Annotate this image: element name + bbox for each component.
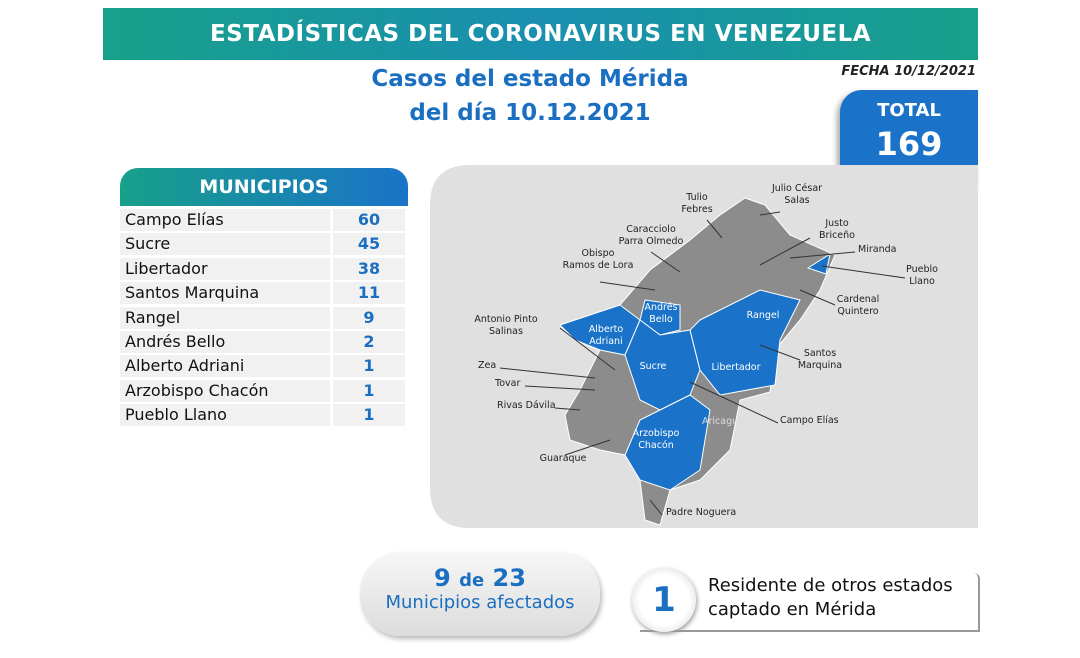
map-label: Santos	[804, 348, 836, 359]
cases: 1	[333, 379, 405, 402]
map-label: Libertador	[711, 362, 760, 373]
table-row: Campo Elías 60	[120, 209, 408, 231]
table-row: Rangel 9	[120, 306, 408, 329]
map-label: Salas	[784, 195, 809, 206]
municipality: Pueblo Llano	[120, 404, 330, 427]
affected-box: 9 de 23 Municipios afectados	[360, 552, 600, 636]
municipality: Andrés Bello	[120, 331, 330, 353]
map-label: Quintero	[837, 306, 878, 317]
map-label: Rivas Dávila	[497, 400, 556, 411]
residents-box	[640, 573, 980, 632]
residents-line: Residente de otros estados	[708, 575, 953, 596]
table-row: Santos Marquina 11	[120, 282, 408, 305]
date: FECHA 10/12/2021	[841, 64, 976, 79]
table-row: Libertador 38	[120, 257, 408, 280]
map-label: Obispo	[582, 248, 615, 259]
residents-line: captado en Mérida	[708, 599, 877, 620]
map-label: Pueblo	[906, 264, 938, 275]
affected-label: Municipios afectados	[385, 592, 575, 613]
map-label: Parra Olmedo	[619, 236, 684, 247]
map-label: Bello	[649, 314, 673, 325]
cases: 1	[333, 355, 405, 378]
subtitle: del día 10.12.2021	[409, 100, 651, 126]
municipality: Rangel	[120, 306, 330, 329]
map-label: Aricagua	[702, 416, 744, 427]
header-title: ESTADÍSTICAS DEL CORONAVIRUS EN VENEZUEL…	[103, 8, 978, 60]
municipality: Arzobispo Chacón	[120, 379, 330, 402]
municipality: Sucre	[120, 233, 330, 256]
cases: 45	[333, 233, 405, 256]
map-label: Padre Noguera	[666, 507, 736, 518]
total-value: 169	[875, 125, 943, 163]
affected-regions	[559, 252, 831, 491]
map-label: Febres	[681, 204, 712, 215]
subtitle: Casos del estado Mérida	[371, 66, 689, 92]
cases: 1	[333, 404, 405, 427]
map-label: Antonio Pinto	[474, 314, 537, 325]
map-label: Alberto	[589, 324, 624, 335]
table-row: Pueblo Llano 1	[120, 404, 408, 427]
map-label: Andrés	[644, 302, 677, 313]
municipality: Alberto Adriani	[120, 355, 330, 378]
table-header: MUNICIPIOS	[120, 168, 408, 206]
cases: 2	[333, 331, 405, 353]
map-label: Miranda	[858, 244, 896, 255]
leader-lines	[499, 211, 906, 516]
map-label: Briceño	[819, 230, 855, 241]
table-row: Sucre 45	[120, 233, 408, 256]
map-label: Llano	[909, 276, 935, 287]
map-label: Justo	[824, 218, 848, 229]
cases: 11	[333, 282, 405, 305]
map-label: Julio César	[771, 183, 822, 194]
map-label: Guaraque	[540, 453, 587, 464]
map-label: Ramos de Lora	[563, 260, 634, 271]
table-row: Alberto Adriani 1	[120, 355, 408, 378]
map-label: Salinas	[489, 326, 523, 337]
map-label: Adriani	[589, 336, 622, 347]
map-label: Marquina	[798, 360, 842, 371]
map-label: Tovar	[494, 378, 520, 389]
total-label: TOTAL	[877, 100, 941, 121]
residents-count: 1	[632, 568, 696, 632]
map-label: Caracciolo	[626, 224, 676, 235]
municipality: Libertador	[120, 257, 330, 280]
residents-text: Residente de otros estados captado en Mé…	[708, 574, 953, 622]
map-label: Sucre	[640, 361, 667, 372]
connector: de	[459, 570, 485, 591]
municipality-total: 23	[492, 564, 526, 592]
map-label: Cardenal	[837, 294, 880, 305]
table-row: Andrés Bello 2	[120, 331, 408, 353]
map-label: Tulio	[685, 192, 708, 203]
cases: 60	[333, 209, 405, 231]
cases: 9	[333, 306, 405, 329]
affected-count: 9	[434, 564, 451, 592]
map-label: Zea	[478, 360, 496, 371]
map-label: Arzobispo	[633, 428, 680, 439]
table-row: Arzobispo Chacón 1	[120, 379, 408, 402]
cases: 38	[333, 257, 405, 280]
municipality: Campo Elías	[120, 209, 330, 231]
map-label: Rangel	[747, 310, 780, 321]
map-label: Campo Elías	[780, 415, 839, 426]
municipality: Santos Marquina	[120, 282, 330, 305]
map-label: Chacón	[638, 440, 674, 451]
